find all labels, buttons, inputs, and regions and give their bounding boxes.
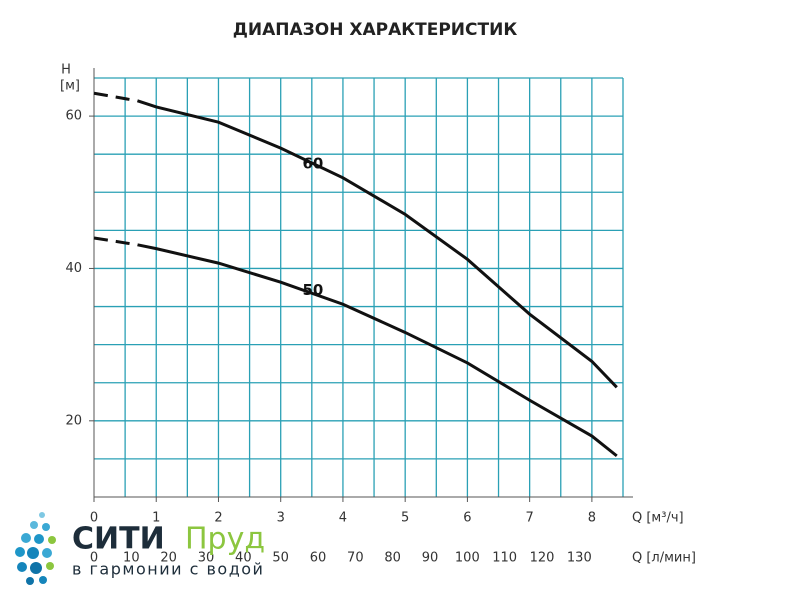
y-tick-label: 40 <box>65 261 82 276</box>
x-tick-label: 2 <box>214 511 222 526</box>
logo-icon <box>15 512 56 585</box>
y-tick-label: 60 <box>65 109 82 124</box>
x2-tick-label: 100 <box>455 551 480 566</box>
y-tick-label: 20 <box>65 413 82 428</box>
x2-tick-label: 10 <box>123 551 140 566</box>
x2-tick-label: 130 <box>567 551 592 566</box>
logo-slogan: в гармонии с водой <box>72 560 264 579</box>
curve <box>137 243 618 458</box>
x2-tick-label: 90 <box>422 551 439 566</box>
y-axis-label: [м] <box>60 79 80 94</box>
x2-tick-label: 80 <box>384 551 401 566</box>
x-tick-label: 5 <box>401 511 409 526</box>
x2-tick-label: 40 <box>235 551 252 566</box>
x-tick-label: 1 <box>152 511 160 526</box>
x2-tick-label: 30 <box>198 551 215 566</box>
curve <box>137 99 618 389</box>
chart-title: ДИАПАЗОН ХАРАКТЕРИСТИК <box>233 20 518 40</box>
logo-name: Пруд <box>185 522 265 557</box>
x-tick-label: 0 <box>90 511 98 526</box>
x2-tick-label: 50 <box>272 551 289 566</box>
x-tick-label: 7 <box>526 511 534 526</box>
curve-label: 60 <box>303 154 324 172</box>
x-tick-label: 4 <box>339 511 347 526</box>
logo-name: СИТИ <box>72 522 165 557</box>
logo: СИТИ Пруд в гармонии с водой <box>15 512 265 585</box>
curve-label: 50 <box>303 281 324 299</box>
x2-tick-label: 120 <box>530 551 555 566</box>
x-tick-label: 6 <box>463 511 471 526</box>
x2-tick-label: 20 <box>160 551 177 566</box>
x-tick-label: 8 <box>588 511 596 526</box>
x2-axis-label: Q [л/мин] <box>632 551 696 566</box>
x-tick-label: 3 <box>277 511 285 526</box>
y-axis-label: H <box>61 63 71 78</box>
x-axis-label: Q [м³/ч] <box>632 511 684 526</box>
x2-tick-label: 110 <box>492 551 517 566</box>
x2-tick-label: 60 <box>310 551 327 566</box>
dashed-curve <box>93 91 138 103</box>
x2-tick-label: 0 <box>90 551 98 566</box>
x2-tick-label: 70 <box>347 551 364 566</box>
dashed-curve <box>93 236 138 247</box>
